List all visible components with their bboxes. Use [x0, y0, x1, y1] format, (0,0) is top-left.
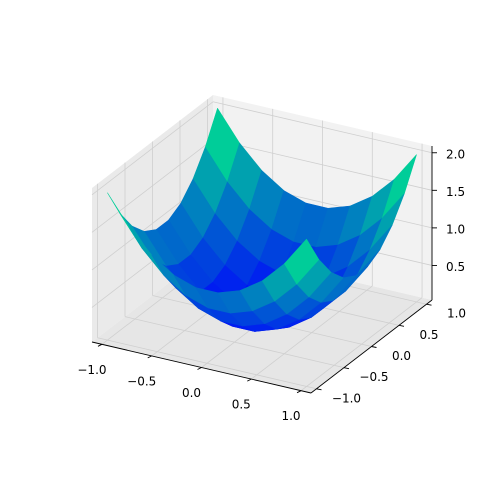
- grid-line-z-left: [91, 101, 214, 196]
- x-tick-mark: [247, 378, 252, 382]
- y-tick-label: −1.0: [332, 391, 361, 405]
- x-tick-label: 1.0: [281, 409, 300, 423]
- axis-lines: [91, 146, 437, 394]
- y-tick-label: 1.0: [447, 307, 466, 321]
- z-tick-label: 1.0: [446, 222, 465, 236]
- x-tick-mark: [197, 367, 202, 370]
- x-tick-mark: [97, 343, 103, 347]
- y-tick-label: −0.5: [359, 370, 388, 384]
- y-tick-mark: [398, 324, 405, 327]
- tick-labels: −1.0 −0.5 0.0 0.5 1.0 −1.0 −0.5 0.0 0.5 1.0 0.5 1.0…: [77, 147, 466, 423]
- x-tick-label: 0.5: [232, 398, 251, 412]
- y-tick-mark: [426, 303, 432, 306]
- surface-face: [284, 238, 320, 285]
- grid-line-z-left: [91, 139, 214, 233]
- y-tick-label: 0.0: [392, 349, 411, 363]
- grid-line-y-floor: [97, 337, 317, 390]
- x-tick-label: −0.5: [127, 374, 156, 388]
- y-tick-mark: [316, 388, 322, 391]
- x-tick-mark: [147, 355, 152, 359]
- z-tick-label: 2.0: [446, 147, 465, 161]
- x-tick-mark: [296, 390, 302, 394]
- y-tick-mark: [343, 367, 350, 370]
- x-tick-label: 0.0: [182, 386, 201, 400]
- grid-line-z-back: [212, 101, 433, 154]
- surface: [107, 108, 417, 332]
- y-tick-label: 0.5: [419, 328, 438, 342]
- z-tick-label: 1.5: [446, 185, 465, 199]
- x-tick-label: −1.0: [77, 363, 106, 377]
- y-tick-mark: [371, 346, 377, 348]
- grid-line-y-floor: [124, 316, 345, 369]
- z-tick-label: 0.5: [446, 260, 465, 274]
